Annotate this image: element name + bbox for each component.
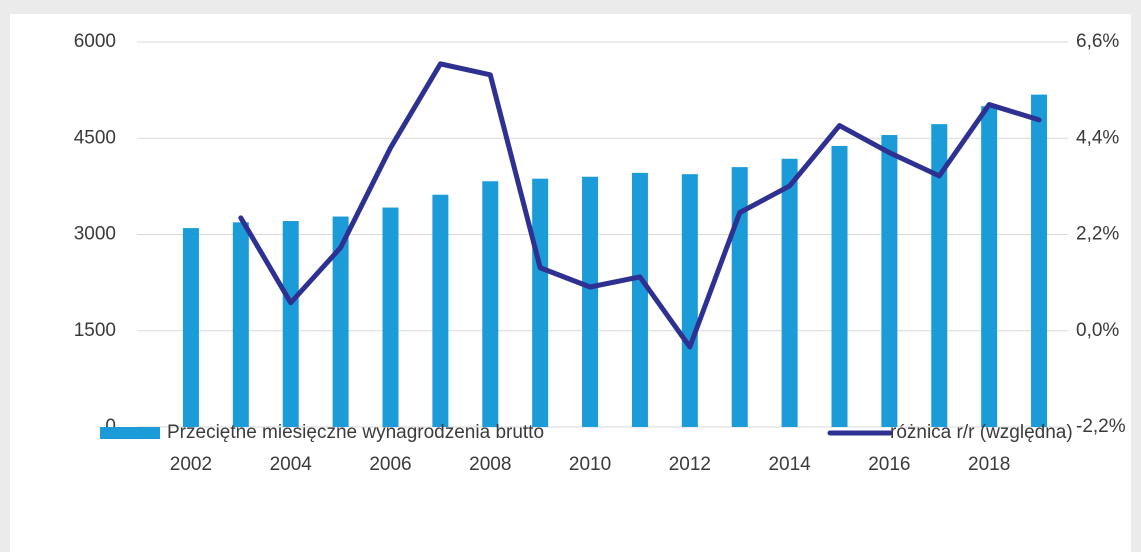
bar — [182, 228, 199, 427]
y-tick-label: 0 — [105, 416, 116, 437]
y-tick-label: 3000 — [74, 224, 116, 245]
x-tick-label: 2014 — [768, 454, 811, 475]
bar — [232, 222, 249, 427]
bar — [731, 167, 748, 427]
bar — [631, 172, 648, 427]
legend-label: różnica r/r (względna) — [890, 422, 1073, 443]
y-tick-label: 1500 — [74, 320, 116, 341]
x-tick-label: 2008 — [469, 454, 511, 475]
bar — [382, 207, 399, 427]
bar — [1031, 94, 1048, 427]
y2-tick-label: 4,4% — [1076, 127, 1119, 148]
y2-tick-label: -2,2% — [1076, 416, 1126, 437]
y-tick-label: 6000 — [74, 31, 116, 52]
bar — [582, 176, 599, 427]
x-tick-label: 2010 — [569, 454, 611, 475]
bar — [981, 106, 998, 428]
x-tick-label: 2012 — [669, 454, 711, 475]
bar — [482, 181, 499, 427]
bar — [681, 174, 698, 427]
y2-tick-label: 2,2% — [1076, 224, 1119, 245]
y2-tick-label: 6,6% — [1076, 31, 1119, 52]
legend-label: Przeciętne miesięczne wynagrodzenia brut… — [167, 422, 544, 443]
bar — [332, 216, 349, 427]
x-tick-label: 2016 — [868, 454, 910, 475]
bar — [432, 194, 449, 427]
bar — [781, 158, 798, 428]
x-tick-label: 2006 — [369, 454, 411, 475]
bar — [282, 221, 299, 427]
bar — [881, 135, 898, 427]
y-tick-label: 4500 — [74, 127, 116, 148]
bar — [931, 124, 948, 427]
x-tick-label: 2018 — [968, 454, 1010, 475]
legend-swatch — [100, 427, 160, 439]
bar — [831, 145, 848, 427]
x-tick-label: 2004 — [270, 454, 313, 475]
x-tick-label: 2002 — [170, 454, 212, 475]
y2-tick-label: 0,0% — [1076, 320, 1119, 341]
line — [238, 61, 1042, 350]
bar — [532, 178, 549, 427]
